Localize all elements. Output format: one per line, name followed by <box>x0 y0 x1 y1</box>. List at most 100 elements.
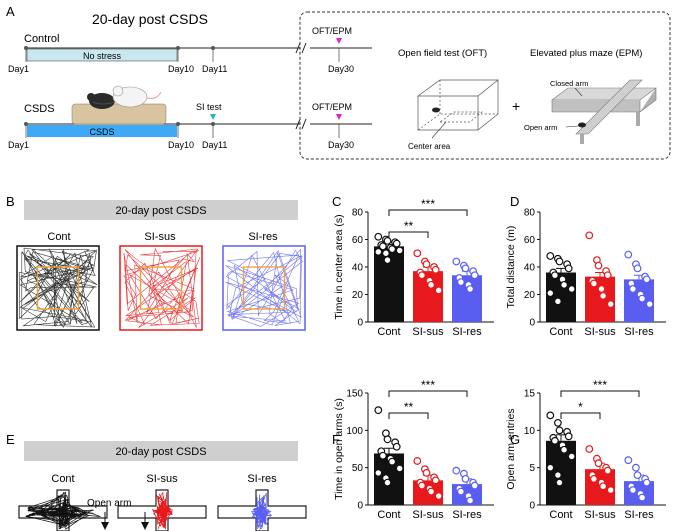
y-tick-label: 0 <box>357 318 363 329</box>
y-tick-label: 80 <box>524 208 536 219</box>
banner-b <box>24 200 298 220</box>
data-point <box>642 275 651 284</box>
data-point <box>597 285 606 293</box>
epm-trajectory <box>152 491 173 530</box>
significance-label: * <box>578 400 583 414</box>
data-point <box>585 231 594 240</box>
no-stress-label: No stress <box>83 51 122 61</box>
no-stress-bar-border <box>26 48 178 62</box>
data-point <box>413 457 422 465</box>
data-point <box>551 271 559 280</box>
center-area-pointer <box>431 121 447 139</box>
y-axis-label: Time in center area (s) <box>333 214 345 319</box>
significance-bracket <box>388 390 468 397</box>
oft-trajectory <box>123 247 201 329</box>
significance-bracket <box>560 412 601 419</box>
y-tick-label: 0 <box>529 501 535 512</box>
data-point <box>560 280 568 289</box>
data-point <box>590 474 598 483</box>
chart-d: 0 20 40 60 80 Total distance (m) Cont SI-sus SI-… <box>505 208 666 338</box>
panel-label-c: C <box>332 194 341 209</box>
data-point <box>470 271 479 280</box>
chart-c: 0 20 40 60 80 Time in center area (s) Cont SI-s… <box>333 197 494 338</box>
epm-trajectory <box>25 491 101 531</box>
y-tick-label: 10 <box>524 426 536 437</box>
x-tick-label: SI-res <box>452 509 482 521</box>
control-label: Control <box>24 33 59 45</box>
control-axis-break <box>295 42 307 54</box>
epm-maze-cont <box>18 489 108 531</box>
data-point <box>590 279 598 288</box>
data-point <box>457 278 465 287</box>
mouse-cage-illustration-icon <box>71 85 167 125</box>
data-point <box>632 463 640 472</box>
y-axis-label: Total distance (m) <box>505 226 517 309</box>
data-point <box>645 300 654 309</box>
closed-arm-pointer <box>574 87 583 97</box>
data-point <box>379 242 387 251</box>
y-tick-label: 20 <box>352 290 364 301</box>
data-point <box>567 285 576 293</box>
csds-day30-label: Day30 <box>328 140 354 150</box>
data-point <box>624 250 633 259</box>
x-tick-label: SI-res <box>624 509 654 521</box>
x-tick-label: Cont <box>549 326 572 338</box>
data-point <box>599 291 607 300</box>
data-point <box>546 252 555 260</box>
data-point <box>546 411 555 420</box>
y-tick-label: 60 <box>524 235 536 246</box>
x-tick-label: SI-sus <box>584 326 616 338</box>
data-point <box>427 487 436 496</box>
y-tick-label: 5 <box>529 463 535 474</box>
panel-label-e: E <box>6 432 15 447</box>
csds-day10-label: Day10 <box>168 140 194 150</box>
significance-label: ** <box>404 400 414 414</box>
data-point <box>452 257 461 266</box>
y-axis-label: Time in open arms (s) <box>333 398 345 500</box>
csds-axis-break <box>295 118 307 130</box>
epm-trajectory <box>251 492 272 530</box>
plus-maze-icon <box>551 79 657 144</box>
significance-bracket <box>388 412 429 419</box>
banner-e <box>24 441 298 461</box>
open-arm-label-a: Open arm <box>524 123 557 132</box>
si-test-label: SI test <box>196 102 222 112</box>
data-point <box>551 436 559 445</box>
x-tick-label: Cont <box>377 326 400 338</box>
test-procedures-box <box>299 11 671 160</box>
csds-bar <box>27 125 177 137</box>
y-tick-label: 20 <box>524 290 536 301</box>
banner-b-text: 20-day post CSDS <box>115 205 206 217</box>
x-tick-label: SI-res <box>624 326 654 338</box>
epm-title: Elevated plus maze (EPM) <box>530 48 642 59</box>
data-point <box>374 232 383 241</box>
oft-trajectory <box>225 248 303 327</box>
panel-label-f: F <box>332 432 340 447</box>
y-tick-label: 150 <box>346 389 363 400</box>
oft-track-box-si-sus <box>119 245 203 331</box>
epm-label-cont: Cont <box>51 473 74 485</box>
epm-label-sisus: SI-sus <box>146 473 178 485</box>
y-tick-label: 80 <box>352 208 364 219</box>
csds-day1-label: Day1 <box>8 140 29 150</box>
data-point <box>457 487 465 496</box>
oft-track-box-cont <box>16 245 100 331</box>
data-point <box>383 236 392 245</box>
y-axis-label: Open arm entries <box>505 408 517 489</box>
oft-tracks <box>16 245 306 331</box>
data-point <box>624 456 633 465</box>
x-tick-label: SI-sus <box>412 326 444 338</box>
control-day11-label: Day11 <box>202 64 227 74</box>
data-point <box>546 463 555 472</box>
y-tick-label: 50 <box>352 463 364 474</box>
data-point <box>395 246 404 255</box>
data-point <box>594 459 603 468</box>
data-point <box>638 493 646 502</box>
y-tick-label: 40 <box>352 263 364 274</box>
oft-center-area <box>36 266 80 310</box>
oft-center-area <box>139 266 183 310</box>
epm-label-sires: SI-res <box>247 473 277 485</box>
data-point <box>382 249 390 258</box>
